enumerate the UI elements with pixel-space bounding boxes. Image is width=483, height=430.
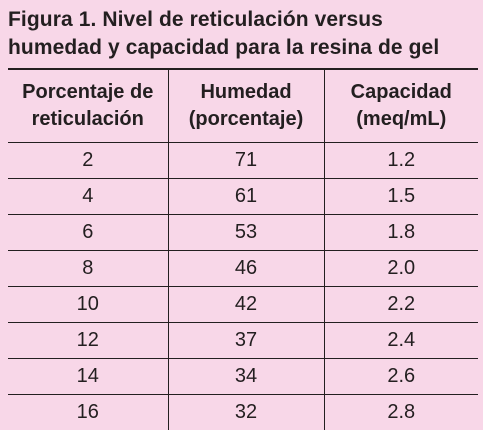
table-cell: 32 (167, 394, 324, 430)
header-line: Humedad (200, 81, 292, 103)
table-cell: 1.2 (323, 142, 478, 179)
header-line: Porcentaje de (22, 81, 154, 103)
table-row: 16 32 2.8 (8, 394, 478, 430)
table-cell: 34 (167, 358, 324, 395)
title-line: humedad y capacidad para la resina de ge… (8, 36, 440, 59)
title-line: Figura 1. Nivel de reticulación versus (8, 8, 383, 31)
table-body: 2 71 1.2 4 61 1.5 6 53 1.8 8 46 2.0 10 42 2.2 12 37 2.4 14… (8, 142, 478, 430)
column-header: Porcentaje de reticulación (8, 69, 168, 143)
table-cell: 16 (8, 394, 168, 430)
table-row: 4 61 1.5 (8, 178, 478, 215)
table-cell: 10 (8, 286, 168, 323)
header-row: Porcentaje de reticulación Humedad (porcent… (8, 69, 478, 143)
table-cell: 37 (167, 322, 324, 359)
table-row: 14 34 2.6 (8, 358, 478, 395)
table-cell: 1.8 (323, 214, 478, 251)
table-cell: 2.4 (323, 322, 478, 359)
header-line: reticulación (31, 108, 144, 130)
data-table: Porcentaje de reticulación Humedad (porcent… (8, 68, 478, 430)
table-cell: 42 (167, 286, 324, 323)
table-cell: 71 (167, 142, 324, 179)
table-cell: 2 (8, 142, 168, 179)
table-cell: 53 (167, 214, 324, 251)
table-cell: 8 (8, 250, 168, 287)
table-head: Porcentaje de reticulación Humedad (porcent… (8, 69, 478, 143)
table-cell: 4 (8, 178, 168, 215)
header-line: (meq/mL) (356, 108, 447, 130)
table-row: 12 37 2.4 (8, 322, 478, 359)
header-line: (porcentaje) (188, 108, 304, 130)
table-cell: 2.0 (323, 250, 478, 287)
table-row: 8 46 2.0 (8, 250, 478, 287)
table-cell: 2.2 (323, 286, 478, 323)
table-row: 2 71 1.2 (8, 142, 478, 179)
table-row: 10 42 2.2 (8, 286, 478, 323)
table-cell: 2.8 (323, 394, 478, 430)
header-line: Capacidad (350, 81, 452, 103)
figure-title: Figura 1. Nivel de reticulación versus h… (8, 6, 439, 62)
column-header: Humedad (porcentaje) (167, 69, 324, 143)
column-header: Capacidad (meq/mL) (323, 69, 478, 143)
table-row: 6 53 1.8 (8, 214, 478, 251)
table-cell: 12 (8, 322, 168, 359)
table-cell: 6 (8, 214, 168, 251)
table-cell: 14 (8, 358, 168, 395)
table-cell: 61 (167, 178, 324, 215)
table-cell: 46 (167, 250, 324, 287)
table-cell: 1.5 (323, 178, 478, 215)
table-cell: 2.6 (323, 358, 478, 395)
